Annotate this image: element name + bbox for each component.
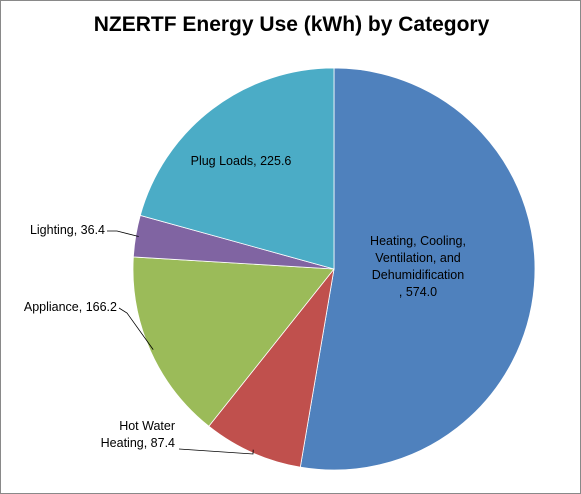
slice-hvac — [299, 67, 536, 471]
slice-appliance — [132, 256, 335, 427]
chart-title: NZERTF Energy Use (kWh) by Category — [93, 13, 490, 36]
slice-hot-water — [208, 268, 335, 468]
slice-label-appliance: Appliance, 166.2 — [23, 300, 117, 314]
slice-label-lighting: Lighting, 36.4 — [29, 223, 105, 237]
leader-appliance — [118, 307, 154, 350]
slice-label-plug-loads: Plug Loads, 225.6 — [190, 154, 292, 168]
slice-plug-loads — [139, 67, 335, 270]
leader-lighting — [107, 230, 139, 237]
slice-label-hvac: Heating, Cooling, Ventilation, and Dehum… — [370, 234, 466, 299]
slice-label-hot-water: Hot Water Heating, 87.4 — [100, 419, 175, 450]
leader-hot-water — [178, 448, 254, 455]
